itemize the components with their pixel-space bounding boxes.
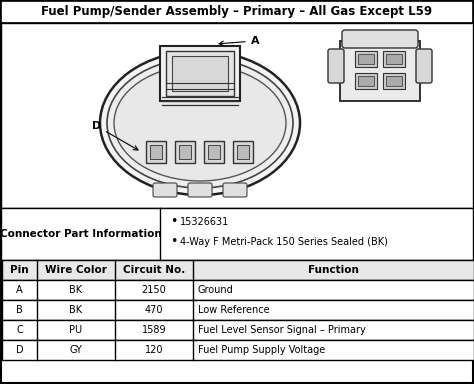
- Text: BK: BK: [69, 305, 82, 315]
- Ellipse shape: [107, 58, 293, 188]
- FancyBboxPatch shape: [153, 183, 177, 197]
- Text: D: D: [16, 345, 23, 355]
- Text: Function: Function: [308, 265, 359, 275]
- Text: B: B: [16, 305, 23, 315]
- Bar: [2, 340, 474, 360]
- Bar: [383, 73, 405, 89]
- Bar: [1, 208, 473, 260]
- FancyBboxPatch shape: [342, 30, 418, 48]
- Bar: [386, 54, 402, 64]
- Bar: [204, 141, 225, 163]
- Ellipse shape: [100, 51, 300, 195]
- FancyBboxPatch shape: [223, 183, 247, 197]
- FancyBboxPatch shape: [188, 183, 212, 197]
- Ellipse shape: [114, 65, 286, 181]
- Bar: [340, 41, 420, 101]
- Bar: [2, 320, 474, 340]
- Text: •: •: [170, 215, 178, 228]
- Text: 120: 120: [145, 345, 163, 355]
- Text: Pin: Pin: [10, 265, 29, 275]
- Bar: [158, 96, 242, 126]
- Bar: [383, 51, 405, 67]
- Text: 1589: 1589: [142, 325, 166, 335]
- Text: Low Reference: Low Reference: [198, 305, 270, 315]
- Bar: [175, 141, 195, 163]
- Bar: [151, 145, 163, 159]
- Bar: [386, 76, 402, 86]
- Bar: [355, 73, 377, 89]
- Bar: [1, 23, 473, 208]
- Text: 2150: 2150: [142, 285, 166, 295]
- Text: Ground: Ground: [198, 285, 234, 295]
- FancyBboxPatch shape: [416, 49, 432, 83]
- Bar: [209, 145, 220, 159]
- Bar: [1, 1, 473, 23]
- Bar: [2, 300, 474, 320]
- Bar: [160, 46, 240, 101]
- Text: PU: PU: [69, 325, 82, 335]
- Bar: [172, 56, 228, 91]
- Text: C: C: [16, 325, 23, 335]
- Text: Connector Part Information: Connector Part Information: [0, 229, 161, 239]
- FancyBboxPatch shape: [328, 49, 344, 83]
- Bar: [358, 54, 374, 64]
- Text: Wire Color: Wire Color: [45, 265, 107, 275]
- Bar: [166, 51, 234, 96]
- Text: A: A: [219, 36, 259, 46]
- Bar: [234, 141, 254, 163]
- Text: GY: GY: [70, 345, 82, 355]
- Bar: [237, 145, 249, 159]
- Text: Fuel Pump/Sender Assembly – Primary – All Gas Except L59: Fuel Pump/Sender Assembly – Primary – Al…: [41, 5, 433, 18]
- Bar: [2, 260, 474, 280]
- Text: •: •: [170, 235, 178, 248]
- Text: Fuel Pump Supply Voltage: Fuel Pump Supply Voltage: [198, 345, 325, 355]
- Bar: [146, 141, 166, 163]
- Bar: [2, 280, 474, 300]
- Text: Fuel Level Sensor Signal – Primary: Fuel Level Sensor Signal – Primary: [198, 325, 366, 335]
- Text: BK: BK: [69, 285, 82, 295]
- Bar: [355, 51, 377, 67]
- Text: D: D: [92, 121, 138, 150]
- Text: A: A: [16, 285, 23, 295]
- Text: Circuit No.: Circuit No.: [123, 265, 185, 275]
- Bar: [358, 76, 374, 86]
- Text: 470: 470: [145, 305, 163, 315]
- Text: 15326631: 15326631: [180, 217, 229, 227]
- Text: 4-Way F Metri-Pack 150 Series Sealed (BK): 4-Way F Metri-Pack 150 Series Sealed (BK…: [180, 237, 388, 247]
- Bar: [180, 145, 191, 159]
